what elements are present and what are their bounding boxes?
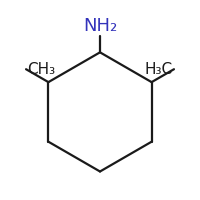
Text: NH₂: NH₂ xyxy=(83,17,117,35)
Text: CH₃: CH₃ xyxy=(27,62,55,77)
Text: H₃C: H₃C xyxy=(145,62,173,77)
